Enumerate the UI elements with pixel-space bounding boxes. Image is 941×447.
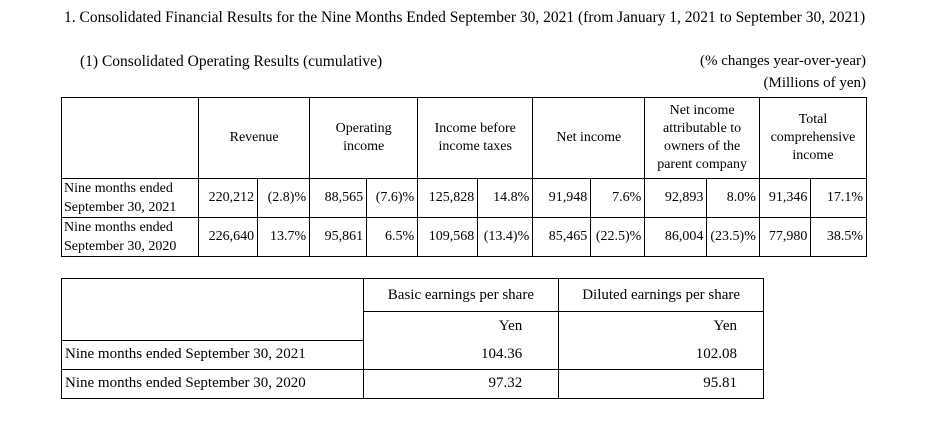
- table-cell: 17.1%: [810, 178, 867, 218]
- table-cell: 86,004: [644, 217, 708, 257]
- table-cell: 220,212: [198, 178, 259, 218]
- eps-header-row: Basic earnings per share Diluted earning…: [61, 278, 764, 312]
- header-income-before-taxes-text: Income before income taxes: [434, 121, 516, 154]
- eps-unit-basic: Yen: [362, 311, 560, 340]
- header-total-comprehensive-text: Total comprehensive income: [770, 112, 856, 163]
- eps-unit-row: Yen Yen: [61, 311, 764, 340]
- header-net-income-parent-text: Net income attributable to owners of the…: [657, 103, 747, 172]
- table-cell: 77,980: [758, 217, 812, 257]
- header-operating-income-text: Operating income: [335, 121, 392, 154]
- table-cell: 13.7%: [257, 217, 311, 257]
- header-income-before-taxes: Income before income taxes: [417, 97, 534, 179]
- eps-basic-value: 97.32: [362, 368, 560, 399]
- table-cell: (7.6)%: [366, 178, 419, 218]
- table-cell: 91,948: [532, 178, 592, 218]
- table-row: Nine months ended September 30, 2021 104…: [61, 339, 764, 370]
- table-cell: 14.8%: [477, 178, 534, 218]
- table-row: Nine months ended September 30, 2020 97.…: [61, 368, 764, 399]
- row-label: Nine months ended September 30, 2021: [60, 178, 200, 218]
- percent-change-note: (% changes year-over-year): [700, 53, 866, 69]
- eps-unit-empty-cell: [61, 311, 364, 340]
- table-cell: (13.4)%: [477, 217, 534, 257]
- header-empty-cell: [60, 97, 200, 179]
- row-label: Nine months ended September 30, 2020: [60, 217, 200, 257]
- section-title: 1. Consolidated Financial Results for th…: [64, 9, 866, 26]
- header-row: Revenue Operating income Income before i…: [60, 97, 868, 179]
- eps-header-diluted: Diluted earnings per share: [558, 278, 764, 312]
- header-revenue: Revenue: [198, 97, 311, 179]
- table-cell: 125,828: [417, 178, 479, 218]
- eps-basic-value: 104.36: [362, 340, 560, 370]
- header-net-income-parent: Net income attributable to owners of the…: [644, 97, 760, 179]
- table-cell: (23.5)%: [706, 217, 760, 257]
- subsection-title: (1) Consolidated Operating Results (cumu…: [80, 53, 383, 70]
- table-cell: 38.5%: [810, 217, 867, 257]
- header-net-income: Net income: [532, 97, 646, 179]
- table-cell: 6.5%: [366, 217, 419, 257]
- table-cell: 226,640: [198, 217, 259, 257]
- unit-note: (Millions of yen): [763, 75, 867, 91]
- table-cell: 92,893: [644, 178, 708, 218]
- table-cell: (22.5)%: [590, 217, 646, 257]
- table-cell: 109,568: [417, 217, 479, 257]
- eps-diluted-value: 95.81: [558, 368, 764, 399]
- header-total-comprehensive: Total comprehensive income: [758, 97, 868, 179]
- eps-row-label: Nine months ended September 30, 2020: [61, 368, 364, 399]
- table-row: Nine months ended September 30, 2020 226…: [60, 217, 867, 257]
- table-cell: 7.6%: [590, 178, 646, 218]
- eps-header-basic: Basic earnings per share: [362, 278, 560, 312]
- table-cell: 91,346: [758, 178, 812, 218]
- eps-diluted-value: 102.08: [558, 340, 764, 370]
- table-cell: 8.0%: [706, 178, 760, 218]
- eps-unit-diluted: Yen: [558, 311, 764, 340]
- table-row: Nine months ended September 30, 2021 220…: [60, 178, 867, 218]
- eps-row-label: Nine months ended September 30, 2021: [61, 339, 364, 370]
- eps-header-empty-cell: [61, 278, 364, 312]
- table-cell: 95,861: [309, 217, 368, 257]
- eps-table: Basic earnings per share Diluted earning…: [61, 278, 764, 399]
- header-operating-income: Operating income: [309, 97, 419, 179]
- table-cell: (2.8)%: [257, 178, 311, 218]
- table-cell: 88,565: [309, 178, 368, 218]
- table-cell: 85,465: [532, 217, 592, 257]
- operating-results-table: Revenue Operating income Income before i…: [60, 97, 868, 257]
